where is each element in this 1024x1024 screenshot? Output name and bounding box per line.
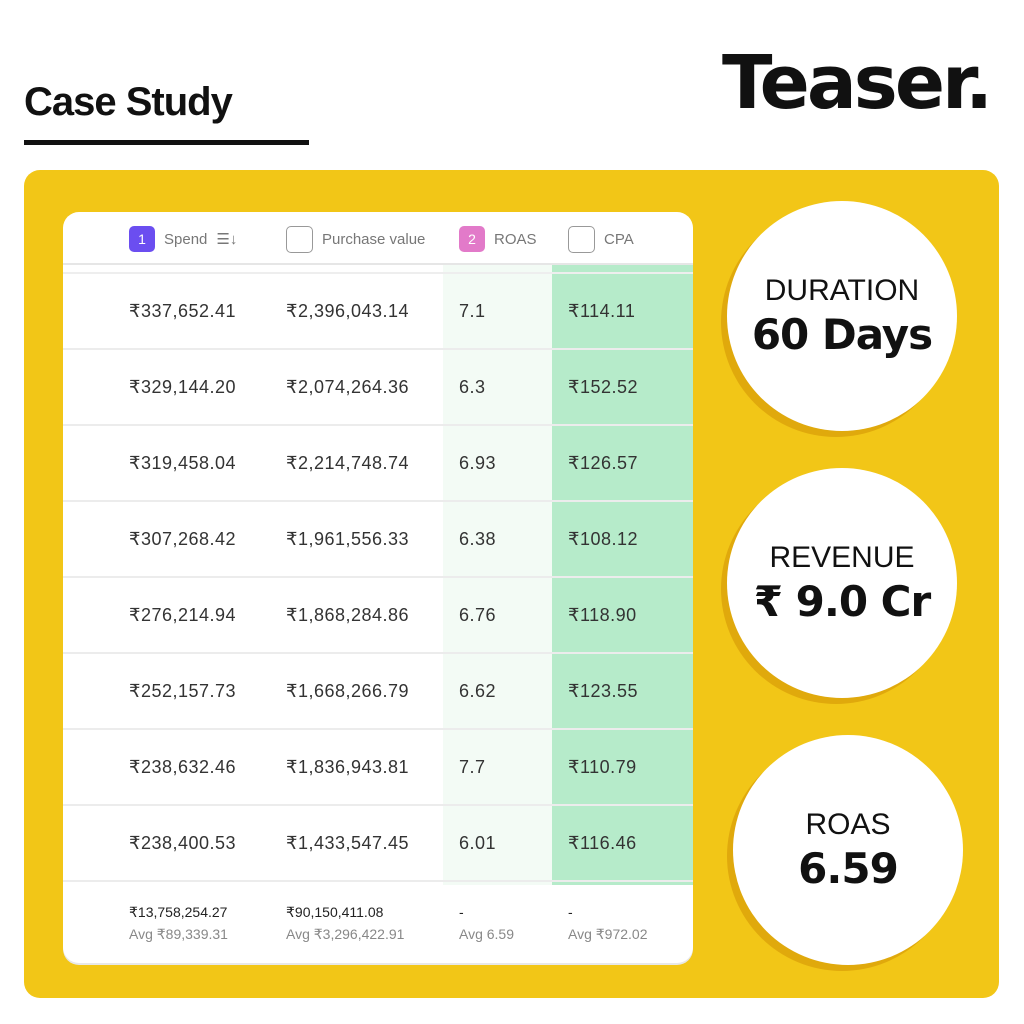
roas-cell: 6.01 [459, 833, 497, 853]
column-checkbox[interactable] [286, 225, 313, 253]
column-spend[interactable]: 1 Spend ☰↓ [129, 226, 237, 252]
stat-label: DURATION [764, 273, 920, 307]
roas-stat: ROAS 6.59 [733, 735, 963, 965]
purchase-value-cell: ₹2,074,264.36 [286, 377, 410, 397]
column-roas[interactable]: 2 ROAS [459, 226, 537, 252]
cpa-cell: ₹123.55 [568, 681, 639, 701]
table-row[interactable]: ₹337,652.41 ₹2,396,043.14 7.1 ₹114.11 [63, 274, 693, 350]
stat-value: 60 Days [751, 309, 933, 359]
cpa-cell: ₹114.11 [568, 301, 636, 321]
cpa-cell: ₹126.57 [568, 453, 639, 473]
spend-cell: ₹276,214.94 [129, 605, 237, 625]
table-row[interactable]: ₹238,400.53 ₹1,433,547.45 6.01 ₹116.46 [63, 806, 693, 882]
spend-total: ₹13,758,254.27 [129, 904, 228, 920]
stat-label: REVENUE [769, 540, 915, 574]
table-row[interactable]: ₹329,144.20 ₹2,074,264.36 6.3 ₹152.52 [63, 350, 693, 426]
roas-column-bg [443, 265, 552, 885]
cpa-total: - [568, 904, 573, 920]
purchase-value-cell: ₹1,433,547.45 [286, 833, 410, 853]
stat-value: ₹ 9.0 Cr [753, 576, 931, 626]
page-title: Case Study [24, 80, 233, 124]
table-row[interactable]: ₹319,458.04 ₹2,214,748.74 6.93 ₹126.57 [63, 426, 693, 502]
purchase-value-cell: ₹1,836,943.81 [286, 757, 410, 777]
column-label: Spend [164, 230, 208, 248]
title-underline [24, 140, 309, 145]
roas-cell: 6.76 [459, 605, 497, 625]
column-label: CPA [604, 230, 634, 248]
spend-cell: ₹307,268.42 [129, 529, 237, 549]
stat-label: ROAS [805, 807, 891, 841]
roas-cell: 6.93 [459, 453, 497, 473]
table-row[interactable]: ₹238,632.46 ₹1,836,943.81 7.7 ₹110.79 [63, 730, 693, 806]
metrics-table: 1 Spend ☰↓ Purchase value 2 ROAS CPA ₹33… [63, 212, 693, 963]
column-label: ROAS [494, 230, 537, 248]
cpa-cell: ₹108.12 [568, 529, 639, 549]
purchase-value-cell: ₹2,396,043.14 [286, 301, 410, 321]
cpa-cell: ₹110.79 [568, 757, 637, 777]
teaser-logo: Teaser. [722, 40, 993, 126]
roas-cell: 6.3 [459, 377, 486, 397]
roas-cell: 6.62 [459, 681, 497, 701]
revenue-stat: REVENUE ₹ 9.0 Cr [727, 468, 957, 698]
header-spacer [63, 265, 693, 274]
roas-cell: 6.38 [459, 529, 497, 549]
table-header: 1 Spend ☰↓ Purchase value 2 ROAS CPA [63, 212, 693, 265]
table-row[interactable]: ₹252,157.73 ₹1,668,266.79 6.62 ₹123.55 [63, 654, 693, 730]
purchase-value-cell: ₹1,668,266.79 [286, 681, 410, 701]
purchase-total: ₹90,150,411.08 [286, 904, 384, 920]
stat-value: 6.59 [798, 843, 899, 893]
spend-cell: ₹337,652.41 [129, 301, 237, 321]
roas-cell: 7.1 [459, 301, 486, 321]
purchase-value-cell: ₹2,214,748.74 [286, 453, 410, 473]
roas-cell: 7.7 [459, 757, 486, 777]
cpa-cell: ₹118.90 [568, 605, 637, 625]
column-purchase-value[interactable]: Purchase value [286, 225, 426, 253]
purchase-value-cell: ₹1,868,284.86 [286, 605, 410, 625]
sort-priority-badge: 1 [129, 226, 155, 252]
roas-avg: Avg 6.59 [459, 926, 515, 942]
column-checkbox[interactable] [568, 225, 595, 253]
column-label: Purchase value [322, 230, 426, 248]
spend-cell: ₹238,400.53 [129, 833, 237, 853]
cpa-column-bg [552, 265, 693, 885]
spend-cell: ₹319,458.04 [129, 453, 237, 473]
spend-cell: ₹329,144.20 [129, 377, 237, 397]
roas-total: - [459, 904, 464, 920]
cpa-cell: ₹116.46 [568, 833, 637, 853]
sort-descending-icon[interactable]: ☰↓ [216, 231, 238, 248]
purchase-value-cell: ₹1,961,556.33 [286, 529, 410, 549]
spend-cell: ₹252,157.73 [129, 681, 237, 701]
duration-stat: DURATION 60 Days [727, 201, 957, 431]
table-row[interactable]: ₹307,268.42 ₹1,961,556.33 6.38 ₹108.12 [63, 502, 693, 578]
cpa-cell: ₹152.52 [568, 377, 639, 397]
spend-avg: Avg ₹89,339.31 [129, 926, 228, 942]
column-cpa[interactable]: CPA [568, 225, 634, 253]
table-row[interactable]: ₹276,214.94 ₹1,868,284.86 6.76 ₹118.90 [63, 578, 693, 654]
spend-cell: ₹238,632.46 [129, 757, 237, 777]
sort-priority-badge: 2 [459, 226, 485, 252]
purchase-avg: Avg ₹3,296,422.91 [286, 926, 405, 942]
table-footer-summary: ₹13,758,254.27 Avg ₹89,339.31 ₹90,150,41… [63, 884, 693, 963]
cpa-avg: Avg ₹972.02 [568, 926, 648, 942]
